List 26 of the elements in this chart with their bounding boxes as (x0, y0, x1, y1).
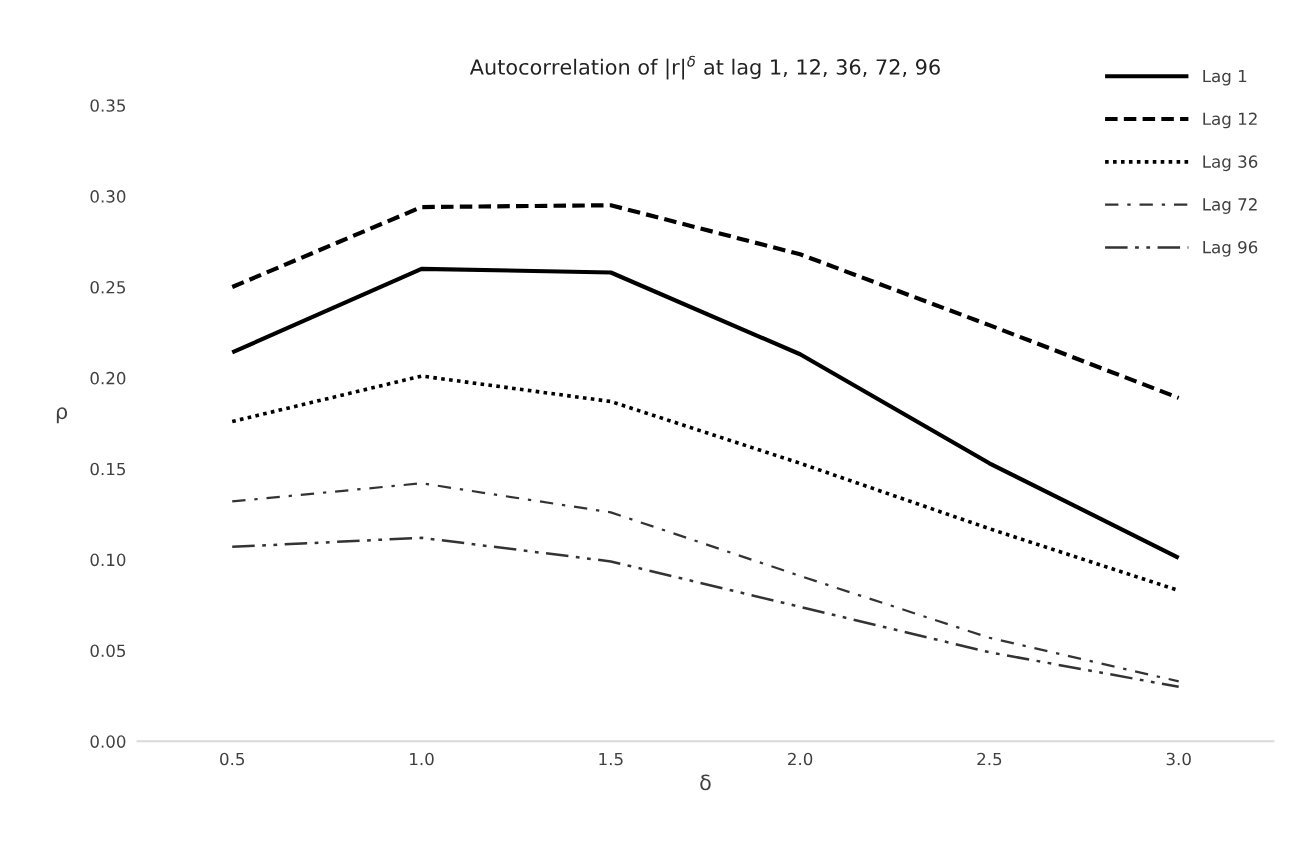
y-tick-label: 0.10 (90, 553, 126, 567)
legend-label: Lag 36 (1203, 155, 1258, 172)
y-tick-label: 0.15 (90, 462, 126, 476)
y-tick-label: 0.20 (90, 371, 126, 385)
line-series (231, 482, 1180, 683)
x-tick-label: 1.0 (410, 752, 434, 766)
legend-label: Lag 1 (1203, 69, 1247, 86)
x-tick-label: 2.0 (788, 752, 813, 766)
y-tick-label: 0.00 (90, 735, 126, 748)
line-series (230, 203, 1181, 400)
x-tick-label: 0.5 (220, 752, 245, 766)
y-axis-title: ρ (56, 407, 68, 424)
y-tick-label: 0.25 (90, 280, 126, 294)
legend-label: Lag 12 (1203, 112, 1257, 129)
y-tick-label: 0.35 (90, 99, 126, 112)
x-tick-label: 1.5 (599, 752, 623, 766)
line-series (230, 536, 1180, 689)
chart-title: Autocorrelation of |r|$^{δ}$ at lag 1, 12, 36, 72, 96 (469, 55, 940, 80)
y-tick-label: 0.05 (90, 644, 126, 658)
x-tick-label: 2.5 (977, 752, 1002, 766)
legend-label: Lag 96 (1203, 240, 1258, 257)
legend-label: Lag 72 (1203, 198, 1257, 214)
line-series (230, 266, 1181, 560)
y-tick-label: 0.30 (90, 190, 126, 203)
x-tick-label: 3.0 (1166, 752, 1191, 766)
x-axis-title: δ (700, 774, 711, 791)
